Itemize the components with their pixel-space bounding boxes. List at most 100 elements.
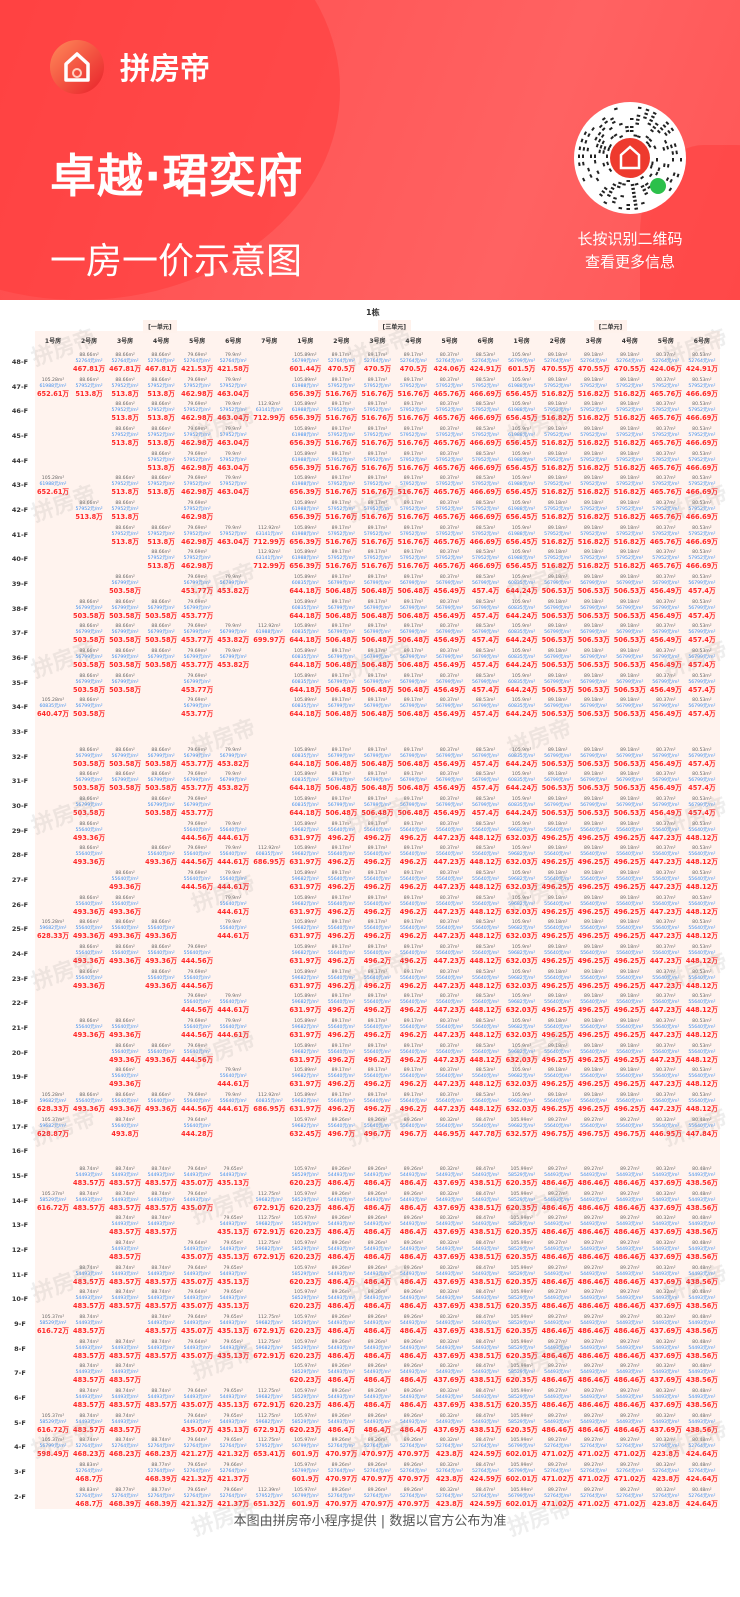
unit-cell[interactable]: 88.74m² 54493元/m² 483.57万: [107, 1290, 143, 1310]
unit-cell[interactable]: 89.18m² 57952元/m² 516.82万: [612, 402, 648, 422]
unit-cell[interactable]: 80.37m² 56799元/m² 456.49万: [648, 674, 684, 694]
unit-cell[interactable]: 89.27m² 52764元/m² 471.02万: [540, 1488, 576, 1508]
unit-cell[interactable]: 80.37m² 56799元/m² 456.49万: [432, 797, 468, 817]
unit-cell[interactable]: 105.9m² 59682元/m² 632.03万: [504, 896, 540, 916]
unit-cell[interactable]: 80.48m² 54493元/m² 438.56万: [684, 1216, 720, 1236]
unit-cell[interactable]: 89.18m² 57952元/m² 516.82万: [612, 427, 648, 447]
unit-cell[interactable]: 79.65m² 54493元/m² 435.13万: [215, 1266, 251, 1286]
unit-cell[interactable]: 80.53m² 55640元/m² 448.12万: [684, 994, 720, 1014]
unit-cell[interactable]: 105.97m² 56799元/m² 601.9万: [287, 1463, 323, 1483]
unit-cell[interactable]: 89.18m² 57952元/m² 516.82万: [576, 526, 612, 546]
unit-cell[interactable]: 89.18m² 57952元/m² 516.82万: [612, 452, 648, 472]
unit-cell[interactable]: 89.18m² 56799元/m² 506.53万: [576, 748, 612, 768]
unit-cell[interactable]: 88.53m² 55640元/m² 448.12万: [468, 1068, 504, 1088]
unit-cell[interactable]: 80.32m² 55640元/m² 446.95万: [648, 1118, 684, 1138]
unit-cell[interactable]: 89.17m² 56799元/m² 506.48万: [396, 600, 432, 620]
unit-cell[interactable]: 88.74m² 54493元/m² 483.57万: [71, 1364, 107, 1384]
unit-cell[interactable]: 80.37m² 57952元/m² 465.76万: [432, 526, 468, 546]
unit-cell[interactable]: 89.17m² 55640元/m² 496.2万: [323, 871, 359, 891]
unit-cell[interactable]: 89.26m² 54493元/m² 486.4万: [323, 1266, 359, 1286]
unit-cell[interactable]: 88.47m² 54493元/m² 438.51万: [468, 1266, 504, 1286]
unit-cell[interactable]: 105.89m² 61988元/m² 656.39万: [287, 402, 323, 422]
unit-cell[interactable]: 89.26m² 54493元/m² 486.4万: [359, 1414, 395, 1434]
unit-cell[interactable]: 80.32m² 54493元/m² 437.69万: [432, 1364, 468, 1384]
unit-cell[interactable]: 88.66m² 57952元/m² 513.8万: [143, 427, 179, 447]
unit-cell[interactable]: 79.64m² 54493元/m² 435.07万: [179, 1389, 215, 1409]
unit-cell[interactable]: 80.53m² 57952元/m² 466.69万: [684, 378, 720, 398]
unit-cell[interactable]: 88.74m² 54493元/m² 483.57万: [71, 1192, 107, 1212]
unit-cell[interactable]: 89.26m² 54493元/m² 486.4万: [359, 1241, 395, 1261]
unit-cell[interactable]: 105.9m² 59682元/m² 632.03万: [504, 1019, 540, 1039]
unit-cell[interactable]: 89.18m² 56799元/m² 506.53万: [612, 649, 648, 669]
unit-cell[interactable]: 89.18m² 55640元/m² 496.25万: [540, 1068, 576, 1088]
unit-cell[interactable]: 89.18m² 55640元/m² 496.25万: [540, 822, 576, 842]
unit-cell[interactable]: 79.9m² 57952元/m² 463.04万: [215, 402, 251, 422]
unit-cell[interactable]: 80.37m² 52764元/m² 424.06万: [648, 353, 684, 373]
unit-cell[interactable]: 89.17m² 55640元/m² 496.2万: [323, 1019, 359, 1039]
unit-cell[interactable]: 88.53m² 55640元/m² 448.12万: [468, 970, 504, 990]
unit-cell[interactable]: 89.27m² 55640元/m² 496.75万: [540, 1118, 576, 1138]
unit-cell[interactable]: 88.66m² 56799元/m² 503.58万: [71, 748, 107, 768]
unit-cell[interactable]: 89.27m² 54493元/m² 486.46万: [576, 1290, 612, 1310]
unit-cell[interactable]: 105.9m² 59682元/m² 632.03万: [504, 1093, 540, 1113]
unit-cell[interactable]: 80.32m² 54493元/m² 437.69万: [432, 1340, 468, 1360]
unit-cell[interactable]: 105.97m² 58529元/m² 620.23万: [287, 1389, 323, 1409]
unit-cell[interactable]: 89.17m² 52764元/m² 470.5万: [396, 353, 432, 373]
unit-cell[interactable]: 88.66m² 57952元/m² 513.8万: [143, 476, 179, 496]
unit-cell[interactable]: 88.66m² 56799元/m² 503.58万: [107, 674, 143, 694]
unit-cell[interactable]: 89.26m² 54493元/m² 486.4万: [323, 1389, 359, 1409]
unit-cell[interactable]: 89.18m² 55640元/m² 496.25万: [576, 1044, 612, 1064]
unit-cell[interactable]: 105.89m² 59682元/m² 631.97万: [287, 945, 323, 965]
unit-cell[interactable]: 80.48m² 54493元/m² 438.56万: [684, 1315, 720, 1335]
unit-cell[interactable]: 80.53m² 57952元/m² 466.69万: [684, 427, 720, 447]
unit-cell[interactable]: 88.66m² 55640元/m² 493.36万: [143, 920, 179, 940]
unit-cell[interactable]: 88.53m² 55640元/m² 448.12万: [468, 945, 504, 965]
unit-cell[interactable]: 79.64m² 54493元/m² 435.07万: [179, 1266, 215, 1286]
unit-cell[interactable]: 80.37m² 55640元/m² 447.23万: [432, 822, 468, 842]
unit-cell[interactable]: 89.17m² 55640元/m² 496.2万: [323, 945, 359, 965]
unit-cell[interactable]: 105.99m² 58529元/m² 620.35万: [504, 1340, 540, 1360]
unit-cell[interactable]: 88.66m² 57952元/m² 513.8万: [107, 526, 143, 546]
unit-cell[interactable]: 89.17m² 56799元/m² 506.48万: [396, 797, 432, 817]
unit-cell[interactable]: 88.53m² 56799元/m² 457.4万: [468, 624, 504, 644]
unit-cell[interactable]: 88.74m² 52764元/m² 468.23万: [71, 1438, 107, 1458]
unit-cell[interactable]: 89.18m² 56799元/m² 506.53万: [576, 649, 612, 669]
unit-cell[interactable]: 88.53m² 55640元/m² 448.12万: [468, 994, 504, 1014]
unit-cell[interactable]: 89.26m² 54493元/m² 486.4万: [396, 1290, 432, 1310]
unit-cell[interactable]: 88.74m² 54493元/m² 483.57万: [143, 1192, 179, 1212]
unit-cell[interactable]: 89.18m² 55640元/m² 496.25万: [612, 1093, 648, 1113]
unit-cell[interactable]: 88.53m² 57952元/m² 466.69万: [468, 427, 504, 447]
unit-cell[interactable]: 80.32m² 54493元/m² 437.69万: [648, 1167, 684, 1187]
unit-cell[interactable]: 80.37m² 56799元/m² 456.49万: [648, 624, 684, 644]
unit-cell[interactable]: 89.18m² 55640元/m² 496.25万: [576, 1019, 612, 1039]
unit-cell[interactable]: 80.53m² 55640元/m² 448.12万: [684, 896, 720, 916]
unit-cell[interactable]: 105.9m² 60835元/m² 644.24万: [504, 748, 540, 768]
unit-cell[interactable]: 88.47m² 54493元/m² 438.51万: [468, 1216, 504, 1236]
unit-cell[interactable]: 105.89m² 61988元/m² 656.39万: [287, 501, 323, 521]
unit-cell[interactable]: 89.18m² 55640元/m² 496.25万: [576, 945, 612, 965]
unit-cell[interactable]: 88.74m² 54493元/m² 483.57万: [107, 1364, 143, 1384]
unit-cell[interactable]: 88.47m² 54493元/m² 438.51万: [468, 1241, 504, 1261]
unit-cell[interactable]: 88.66m² 56799元/m² 503.58万: [71, 649, 107, 669]
unit-cell[interactable]: 80.37m² 56799元/m² 456.49万: [648, 649, 684, 669]
unit-cell[interactable]: 79.64m² 54493元/m² 435.07万: [179, 1167, 215, 1187]
unit-cell[interactable]: 89.27m² 54493元/m² 486.46万: [540, 1192, 576, 1212]
unit-cell[interactable]: 80.37m² 55640元/m² 447.23万: [432, 846, 468, 866]
unit-cell[interactable]: 88.66m² 56799元/m² 503.58万: [107, 772, 143, 792]
unit-cell[interactable]: 80.37m² 52764元/m² 424.06万: [432, 353, 468, 373]
unit-cell[interactable]: 80.53m² 56799元/m² 457.4万: [684, 674, 720, 694]
unit-cell[interactable]: 105.37m² 56799元/m² 598.49万: [35, 1438, 71, 1458]
unit-cell[interactable]: 88.77m² 52764元/m² 468.39万: [143, 1488, 179, 1508]
unit-cell[interactable]: 105.89m² 59682元/m² 631.97万: [287, 920, 323, 940]
unit-cell[interactable]: 89.18m² 56799元/m² 506.53万: [576, 772, 612, 792]
unit-cell[interactable]: 89.26m² 54493元/m² 486.4万: [323, 1414, 359, 1434]
unit-cell[interactable]: 89.17m² 57952元/m² 516.76万: [323, 427, 359, 447]
unit-cell[interactable]: 89.18m² 56799元/m² 506.53万: [576, 600, 612, 620]
unit-cell[interactable]: 88.47m² 52764元/m² 424.59万: [468, 1438, 504, 1458]
unit-cell[interactable]: 89.17m² 55640元/m² 496.2万: [396, 1019, 432, 1039]
unit-cell[interactable]: 88.74m² 54493元/m² 483.57万: [107, 1414, 143, 1434]
unit-cell[interactable]: 89.18m² 55640元/m² 496.25万: [576, 1068, 612, 1088]
unit-cell[interactable]: 88.66m² 57952元/m² 513.8万: [71, 378, 107, 398]
unit-cell[interactable]: 79.9m² 55640元/m² 444.61万: [215, 846, 251, 866]
unit-cell[interactable]: 112.92m² 63141元/m² 712.99万: [251, 402, 287, 422]
